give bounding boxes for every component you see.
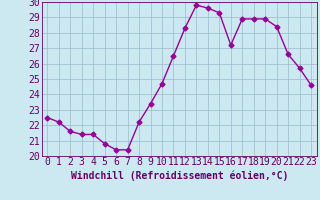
X-axis label: Windchill (Refroidissement éolien,°C): Windchill (Refroidissement éolien,°C) (70, 170, 288, 181)
